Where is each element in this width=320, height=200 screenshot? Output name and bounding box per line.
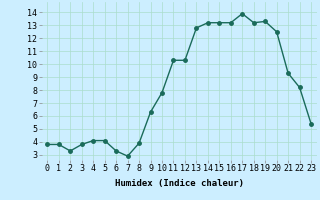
X-axis label: Humidex (Indice chaleur): Humidex (Indice chaleur) [115, 179, 244, 188]
